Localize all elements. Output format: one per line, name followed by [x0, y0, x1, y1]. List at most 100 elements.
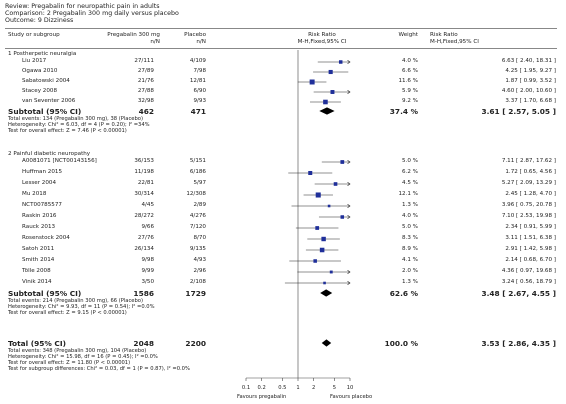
study-square [329, 270, 333, 274]
study-ctl: 2/108 [189, 279, 206, 285]
subtotal-label: Subtotal (95% CI) [8, 289, 82, 298]
study-square [330, 90, 335, 94]
study-exp: 32/98 [137, 98, 154, 104]
subtotal-ci: 3.61 [ 2.57, 5.05 ] [481, 107, 556, 116]
header-rule-top [5, 28, 557, 29]
study-ctl: 12/308 [186, 191, 206, 197]
col-study: Study or subgroup [8, 32, 60, 38]
ci-arrow [347, 269, 351, 275]
subgroup-2-events: Total events: 214 (Pregabalin 300 mg), 6… [8, 298, 143, 304]
study-weight: 6.2 % [402, 169, 418, 175]
ci-arrow [347, 89, 351, 95]
study-name: Huffman 2015 [22, 169, 63, 175]
total-events: Total events: 348 (Pregabalin 300 mg), 1… [8, 348, 147, 354]
study-ci: 4.25 [ 1.95, 9.27 ] [505, 68, 556, 74]
subtotal-weight: 37.4 % [389, 107, 418, 116]
subtotal-exp: 462 [138, 107, 154, 116]
subgroup-1-overall-effect: Test for overall effect: Z = 7.46 (P < 0… [8, 128, 127, 134]
study-exp: 3/50 [141, 279, 154, 285]
study-square [315, 226, 320, 230]
tick-label: 0.1 [241, 385, 251, 391]
study-ci: 1.87 [ 0.99, 3.52 ] [505, 78, 556, 84]
tick-label: 0.2 [257, 385, 266, 391]
study-ctl: 7/98 [193, 68, 206, 74]
study-exp: 9/99 [141, 268, 154, 274]
tick-label: 5 [332, 385, 336, 391]
study-weight: 8.3 % [402, 235, 418, 241]
subgroup-1-name: 1 Postherpetic neuralgia [8, 51, 77, 57]
favours-placebo-label: Favours placebo [330, 394, 373, 400]
study-ctl: 5/151 [189, 158, 206, 164]
study-ci: 1.72 [ 0.65, 4.56 ] [505, 169, 556, 175]
total-overall-effect: Test for overall effect: Z = 11.80 (P < … [8, 360, 131, 366]
study-ctl: 9/135 [189, 246, 206, 252]
study-weight: 11.6 % [398, 78, 418, 84]
subgroup-differences: Test for subgroup differences: Chi² = 0.… [8, 366, 190, 372]
review-title: Review: Pregabalin for neuropathic pain … [5, 3, 160, 10]
ci-arrow [347, 59, 351, 65]
study-ci: 4.36 [ 0.97, 19.68 ] [501, 268, 556, 274]
study-ci: 3.24 [ 0.56, 18.79 ] [501, 279, 556, 285]
study-weight: 1.3 % [402, 202, 418, 208]
study-name: Lesser 2004 [22, 180, 57, 186]
study-name: Rauck 2013 [22, 224, 56, 230]
study-exp: 27/89 [137, 68, 154, 74]
subtotal-ctl: 471 [190, 107, 206, 116]
study-name: Stacey 2008 [22, 88, 58, 94]
study-square [333, 182, 338, 186]
study-square [323, 99, 328, 105]
subtotal-weight: 62.6 % [389, 289, 418, 298]
ci-arrow [347, 181, 351, 187]
subgroup-2-name: 2 Painful diabetic neuropathy [8, 151, 91, 157]
study-weight: 4.5 % [402, 180, 418, 186]
study-exp: 22/81 [137, 180, 154, 186]
subtotal-diamond [319, 107, 335, 115]
study-ctl: 4/276 [189, 213, 206, 219]
study-name: Satoh 2011 [22, 246, 55, 252]
study-exp: 27/76 [137, 235, 154, 241]
study-name: NCT00785577 [22, 202, 62, 208]
ci-arrow [347, 214, 351, 220]
study-square [321, 236, 326, 242]
study-weight: 4.0 % [402, 58, 418, 64]
total-ci: 3.53 [ 2.86, 4.35 ] [481, 339, 556, 348]
study-exp: 27/111 [134, 58, 154, 64]
study-name: Rosenstock 2004 [22, 235, 70, 241]
study-exp: 36/153 [134, 158, 154, 164]
total-exp: 2048 [133, 339, 154, 348]
study-exp: 9/98 [141, 257, 154, 263]
col-ctl-sub: n/N [196, 39, 206, 45]
subtotal-diamond [320, 289, 333, 297]
study-exp: 9/66 [141, 224, 154, 230]
study-ctl: 4/93 [193, 257, 206, 263]
study-ci: 2.34 [ 0.91, 5.99 ] [505, 224, 556, 230]
study-weight: 9.2 % [402, 98, 418, 104]
subtotal-label: Subtotal (95% CI) [8, 107, 82, 116]
study-weight: 1.3 % [402, 279, 418, 285]
study-weight: 5.0 % [402, 158, 418, 164]
favours-pregabalin-label: Favours pregabalin [237, 394, 287, 400]
study-name: A0081071 [NCT00143156] [22, 158, 97, 164]
study-ci: 7.10 [ 2.53, 19.98 ] [501, 213, 556, 219]
ci-arrow [347, 280, 351, 286]
study-name: Vinik 2014 [22, 279, 52, 285]
study-square [319, 247, 325, 253]
col-rr2: Risk Ratio [430, 32, 458, 38]
tick-label: 1 [296, 385, 300, 391]
study-exp: 21/76 [137, 78, 154, 84]
study-ctl: 5/97 [193, 180, 206, 186]
study-name: Liu 2017 [22, 58, 47, 64]
subgroup-2-heterogeneity: Heterogeneity: Chi² = 9.93, df = 11 (P =… [8, 304, 155, 310]
study-ctl: 4/109 [189, 58, 206, 64]
study-square [315, 192, 321, 198]
total-ctl: 2200 [185, 339, 206, 348]
study-exp: 26/134 [134, 246, 154, 252]
study-weight: 2.0 % [402, 268, 418, 274]
study-ctl: 9/93 [193, 98, 206, 104]
study-square [309, 79, 315, 85]
study-exp: 27/88 [137, 88, 154, 94]
study-name: Smith 2014 [22, 257, 55, 263]
study-ci: 6.63 [ 2.40, 18.31 ] [501, 58, 556, 64]
study-square [327, 204, 331, 208]
